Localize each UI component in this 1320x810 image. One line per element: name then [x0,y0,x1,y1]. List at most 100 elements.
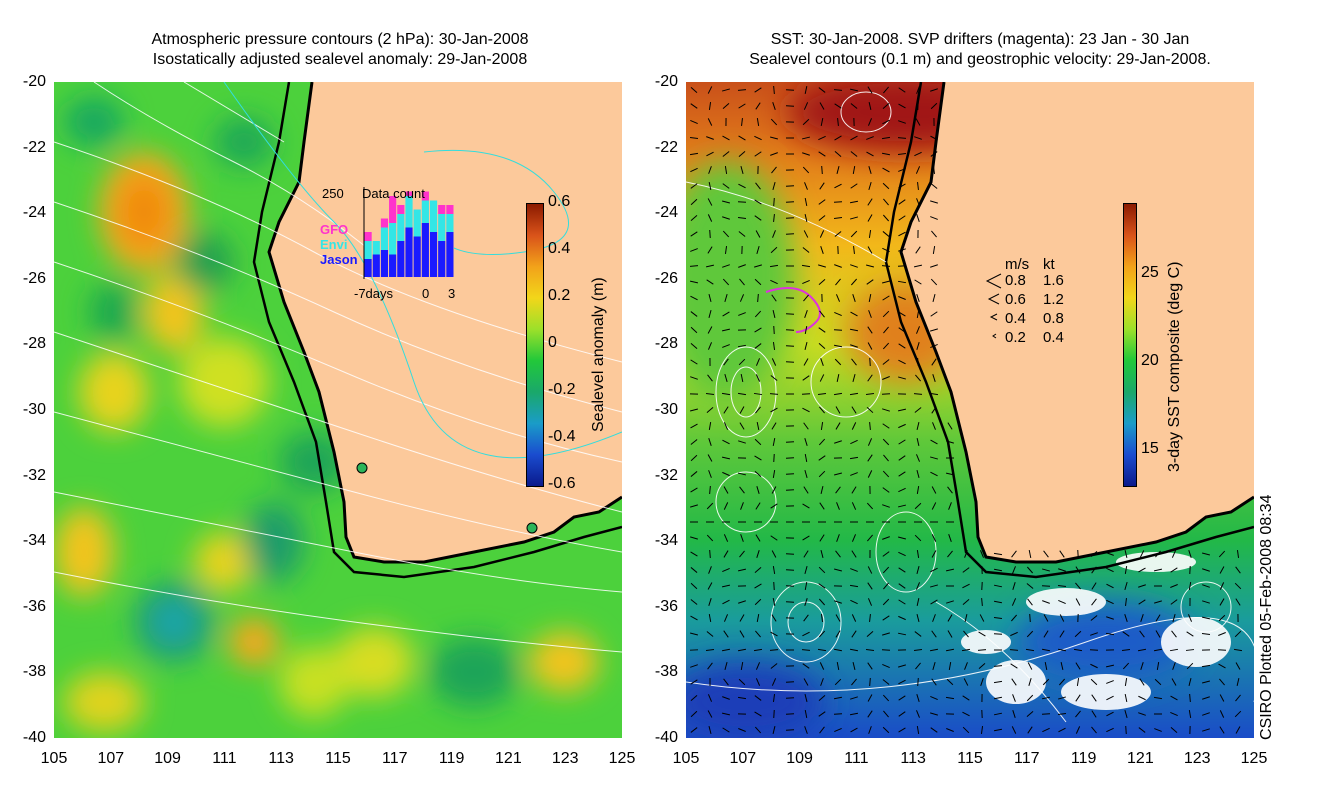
velocity-arrow [803,102,809,110]
inset-bar [438,241,446,277]
velocity-arrow [1091,598,1097,606]
velocity-arrow [1042,600,1050,604]
velocity-arrow [882,487,890,493]
velocity-arrow [756,486,760,494]
velocity-arrow [897,152,907,156]
velocity-arrow [1073,648,1083,652]
velocity-arrow [818,630,826,638]
velocity-arrow [913,393,923,395]
velocity-arrow [707,198,713,206]
velocity-arrow [1202,568,1210,572]
velocity-arrow [690,615,698,621]
velocity-arrow [916,421,920,431]
velocity-arrow [867,454,873,462]
velocity-arrow [962,583,970,589]
velocity-arrow [1059,614,1065,622]
velocity-legend-row3-kt: 0.8 [1043,310,1064,327]
right-title-line2: Sealevel contours (0.1 m) and geostrophi… [749,51,1211,68]
velocity-arrow [898,199,906,205]
velocity-arrow [882,664,890,668]
velocity-arrow [914,151,922,157]
velocity-arrow [948,661,952,671]
velocity-arrow [1188,550,1192,558]
velocity-arrow [738,264,746,268]
velocity-arrow [869,357,871,367]
velocity-arrow [993,633,1003,635]
velocity-arrow [1138,712,1146,716]
velocity-arrow [930,102,938,110]
velocity-arrow [723,678,729,686]
velocity-arrow [882,295,890,301]
velocity-arrow [932,245,936,255]
velocity-arrow [1106,680,1114,684]
inset-bar [438,214,446,241]
velocity-arrow [739,406,745,414]
velocity-arrow [690,423,698,429]
velocity-arrow [867,694,873,702]
velocity-arrow [690,103,698,109]
velocity-arrow [916,214,920,222]
x-tick-label: 125 [1240,750,1268,767]
velocity-arrow [1171,630,1177,638]
velocity-arrow [849,392,859,396]
velocity-arrow [1219,694,1225,702]
velocity-arrow [882,231,890,237]
x-tick-label: 105 [672,750,700,767]
velocity-arrow [931,230,937,238]
velocity-arrow [882,694,890,702]
velocity-arrow [772,469,776,479]
velocity-arrow [946,728,954,732]
velocity-arrow [834,358,842,366]
velocity-arrow [1041,713,1051,715]
velocity-arrow [721,200,731,204]
velocity-arrow [1219,726,1225,734]
velocity-arrow [898,248,906,252]
velocity-arrow [738,440,746,444]
velocity-arrow [978,662,986,670]
velocity-arrow [706,136,714,140]
velocity-arrow [947,486,953,494]
velocity-arrow [836,166,840,174]
velocity-arrow [930,584,938,588]
geostrophic-velocity-arrows [689,85,1243,735]
velocity-arrow [1124,693,1128,703]
velocity-arrow [708,294,712,302]
velocity-arrow [1057,584,1067,588]
velocity-arrow [802,280,810,284]
velocity-arrow [834,727,842,733]
velocity-legend-row1-kt: 1.6 [1043,272,1064,289]
velocity-arrow [785,201,795,203]
velocity-arrow [833,568,843,572]
velocity-arrow [933,165,935,175]
velocity-arrow [898,296,906,300]
velocity-arrow [818,87,826,93]
coastline-left [267,82,622,564]
velocity-arrow [722,311,730,317]
velocity-arrow [882,310,890,318]
velocity-arrow [851,678,857,686]
velocity-arrow [820,246,824,254]
velocity-arrow [932,374,936,382]
velocity-arrow [819,534,825,542]
velocity-arrow [1202,600,1210,604]
velocity-arrow [819,230,825,238]
velocity-arrow [1153,568,1163,572]
velocity-arrow [803,678,809,686]
velocity-arrow [1201,616,1211,620]
inset-bar [380,250,389,277]
velocity-arrow [707,118,713,126]
inset-bar [364,232,372,241]
velocity-arrow [690,471,698,477]
inset-xlabel-start: -7days [354,286,394,301]
velocity-arrow [722,567,730,573]
inset-legend-jason: Jason [320,252,358,267]
velocity-arrow [849,88,859,92]
inset-ymax: 250 [322,186,344,201]
velocity-arrow [802,375,810,381]
velocity-arrow [1124,677,1128,687]
velocity-arrow [835,614,841,622]
velocity-arrow [724,245,728,255]
velocity-arrow [898,327,906,333]
velocity-arrow [1043,630,1049,638]
velocity-arrow [722,264,730,268]
